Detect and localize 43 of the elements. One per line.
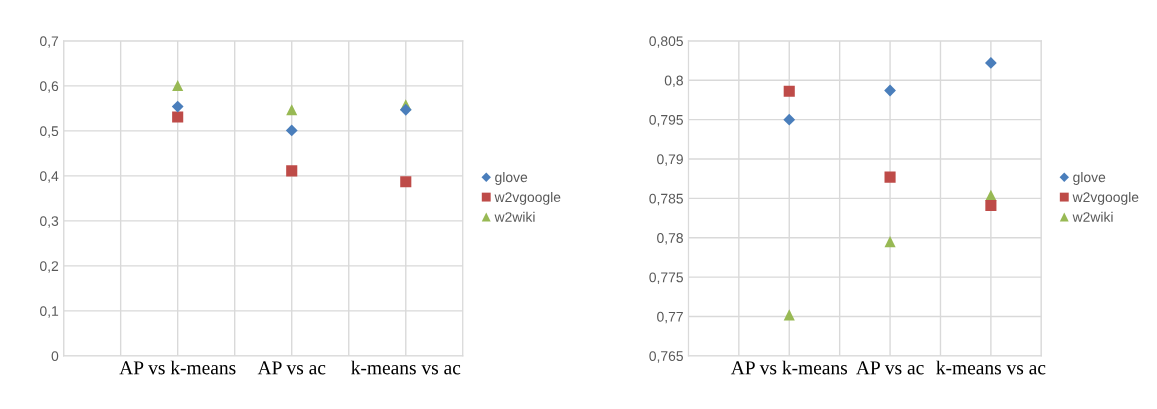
y-tick-label: 0,3 (40, 216, 59, 228)
x-tick-label: AP vs ac (257, 361, 326, 375)
x-tick-label: AP vs ac (856, 361, 924, 375)
point (884, 236, 896, 248)
y-tick-label: 0,775 (649, 272, 683, 284)
legend-label: w2vgoogle (494, 191, 561, 205)
y-tick-label: 0,765 (649, 351, 683, 363)
point (400, 176, 412, 188)
point (783, 85, 795, 97)
legend-label: w2wiki (1072, 211, 1113, 222)
point (984, 57, 997, 69)
legend-label: w2vgoogle (1072, 191, 1139, 205)
point (285, 124, 298, 137)
x-tick-label: k-means vs ac (351, 360, 461, 375)
y-tick-label: 0,6 (40, 81, 59, 93)
y-tick-label: 0,5 (40, 126, 59, 138)
point (171, 100, 184, 113)
legend-label: w2wiki (494, 211, 535, 222)
x-tick-label: k-means vs ac (936, 360, 1046, 375)
x-tick-label: AP vs k-means (119, 360, 236, 375)
y-tick-label: 0,79 (657, 154, 683, 166)
point (172, 111, 184, 123)
y-tick-label: 0,1 (40, 306, 59, 318)
y-tick-label: 0 (51, 351, 59, 361)
point (172, 79, 184, 91)
point (399, 103, 412, 116)
point (884, 84, 896, 97)
point (985, 199, 997, 212)
y-tick-label: 0,8 (664, 75, 683, 88)
point (286, 165, 298, 177)
x-tick-label: AP vs k-means (730, 360, 848, 375)
point (884, 171, 896, 183)
y-tick-label: 0,78 (657, 233, 683, 245)
y-tick-label: 0,2 (40, 261, 59, 273)
y-tick-label: 0,4 (40, 171, 59, 183)
y-tick-label: 0,7 (40, 36, 59, 48)
legend-label: glove (1073, 172, 1106, 185)
point (783, 113, 796, 126)
legend-label: glove (495, 172, 528, 185)
y-tick-label: 0,785 (649, 193, 683, 206)
y-tick-label: 0,805 (649, 36, 683, 48)
y-tick-label: 0,77 (657, 311, 683, 324)
y-tick-label: 0,795 (649, 114, 683, 127)
